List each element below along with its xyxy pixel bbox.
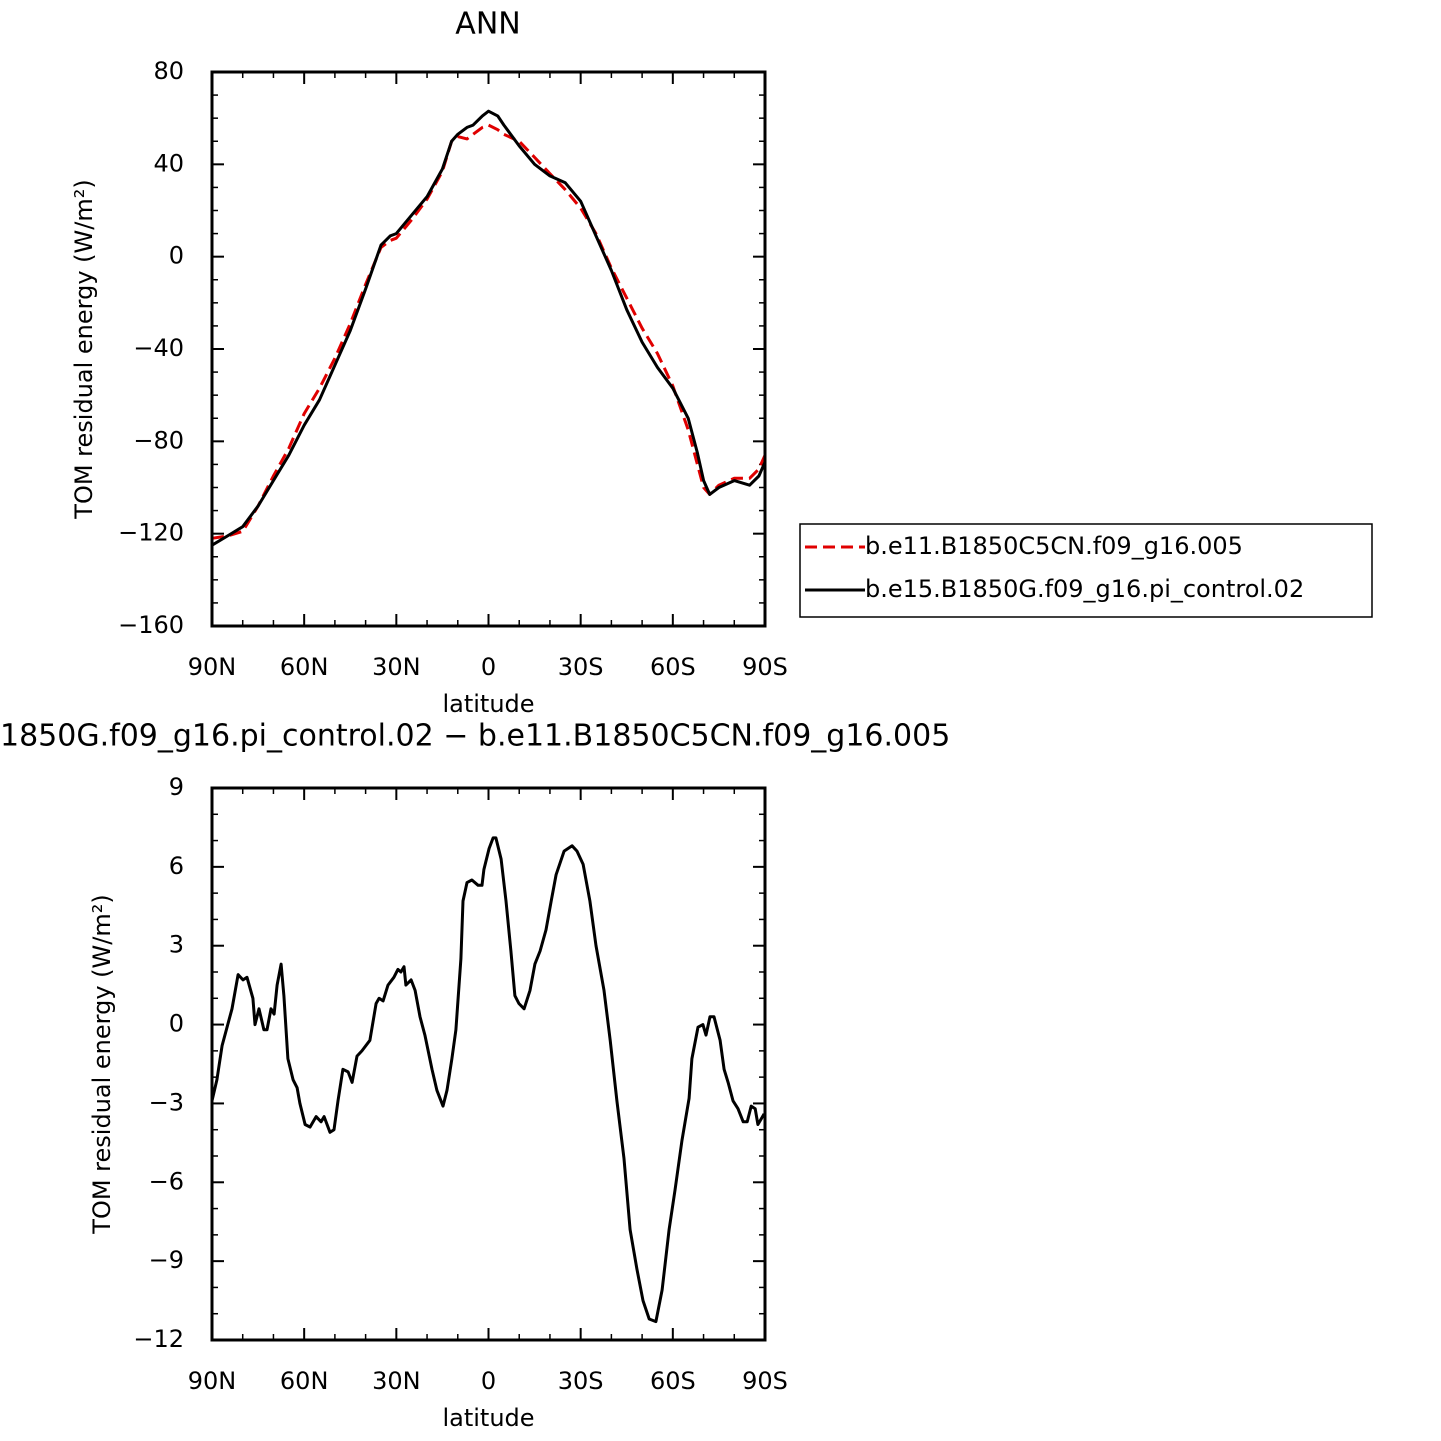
y-tick-label: 0 — [169, 242, 184, 270]
plot-frame — [210, 70, 767, 628]
y-tick-label: 3 — [169, 931, 184, 959]
x-tick-label: 90N — [188, 653, 237, 681]
y-tick-label: 80 — [153, 57, 184, 85]
y-tick-label: 6 — [169, 852, 184, 880]
y-tick-label: 0 — [169, 1010, 184, 1038]
legend-box — [799, 523, 1373, 618]
x-tick-label: 0 — [481, 1367, 496, 1395]
y-tick-label: −6 — [149, 1167, 184, 1195]
x-tick-label: 0 — [481, 653, 496, 681]
x-tick-label: 30S — [558, 1367, 604, 1395]
x-tick-label: 30N — [372, 1367, 421, 1395]
data-line — [211, 109, 767, 547]
x-axis-label: latitude — [442, 1404, 534, 1432]
y-axis-label: TOM residual energy (W/m²) — [70, 179, 98, 519]
x-tick-label: 60N — [280, 1367, 329, 1395]
y-tick-label: −9 — [149, 1246, 184, 1274]
y-tick-label: 40 — [153, 149, 184, 177]
y-tick-label: −3 — [149, 1088, 184, 1116]
x-axis-label: latitude — [442, 690, 534, 718]
legend-label: b.e15.B1850G.f09_g16.pi_control.02 — [865, 575, 1304, 603]
x-tick-label: 30N — [372, 653, 421, 681]
chart-title: ANN — [455, 7, 520, 42]
x-tick-label: 90N — [188, 1367, 237, 1395]
chart-title: 1850G.f09_g16.pi_control.02 − b.e11.B185… — [0, 719, 950, 754]
y-tick-label: −12 — [133, 1325, 184, 1353]
y-axis-label: TOM residual energy (W/m²) — [88, 894, 116, 1234]
x-tick-label: 30S — [558, 653, 604, 681]
x-tick-label: 60S — [650, 1367, 696, 1395]
legend-label: b.e11.B1850C5CN.f09_g16.005 — [865, 532, 1243, 560]
plot-frame — [210, 786, 767, 1342]
data-line — [210, 836, 766, 1324]
y-tick-label: 9 — [169, 773, 184, 801]
x-tick-label: 90S — [742, 1367, 788, 1395]
y-tick-label: −160 — [118, 611, 184, 639]
data-line — [211, 123, 767, 540]
y-tick-label: −80 — [133, 426, 184, 454]
y-tick-label: −120 — [118, 519, 184, 547]
x-tick-label: 60N — [280, 653, 329, 681]
x-tick-label: 90S — [742, 653, 788, 681]
y-tick-label: −40 — [133, 334, 184, 362]
x-tick-label: 60S — [650, 653, 696, 681]
